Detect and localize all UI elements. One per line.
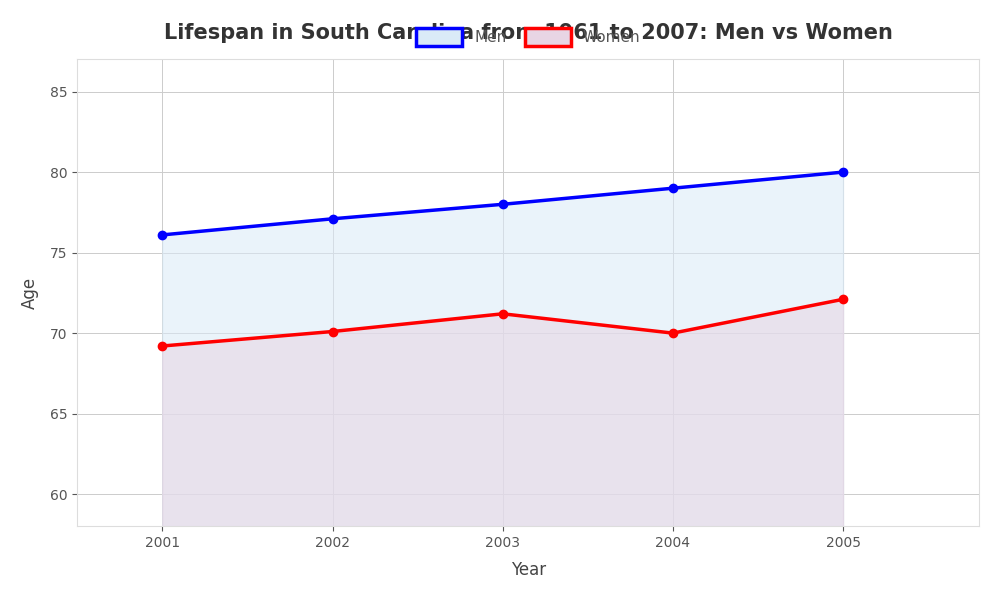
Line: Men: Men [158,168,847,239]
Men [497,201,509,208]
Women [837,296,849,303]
X-axis label: Year: Year [511,561,546,579]
Men [327,215,339,223]
Women [156,343,168,350]
Men [156,231,168,238]
Men [667,185,679,192]
Title: Lifespan in South Carolina from 1961 to 2007: Men vs Women: Lifespan in South Carolina from 1961 to … [164,23,893,43]
Women [497,310,509,317]
Line: Women: Women [158,295,847,350]
Women [327,328,339,335]
Y-axis label: Age: Age [21,277,39,309]
Legend: Men, Women: Men, Women [408,20,648,53]
Women [667,329,679,337]
Men [837,169,849,176]
